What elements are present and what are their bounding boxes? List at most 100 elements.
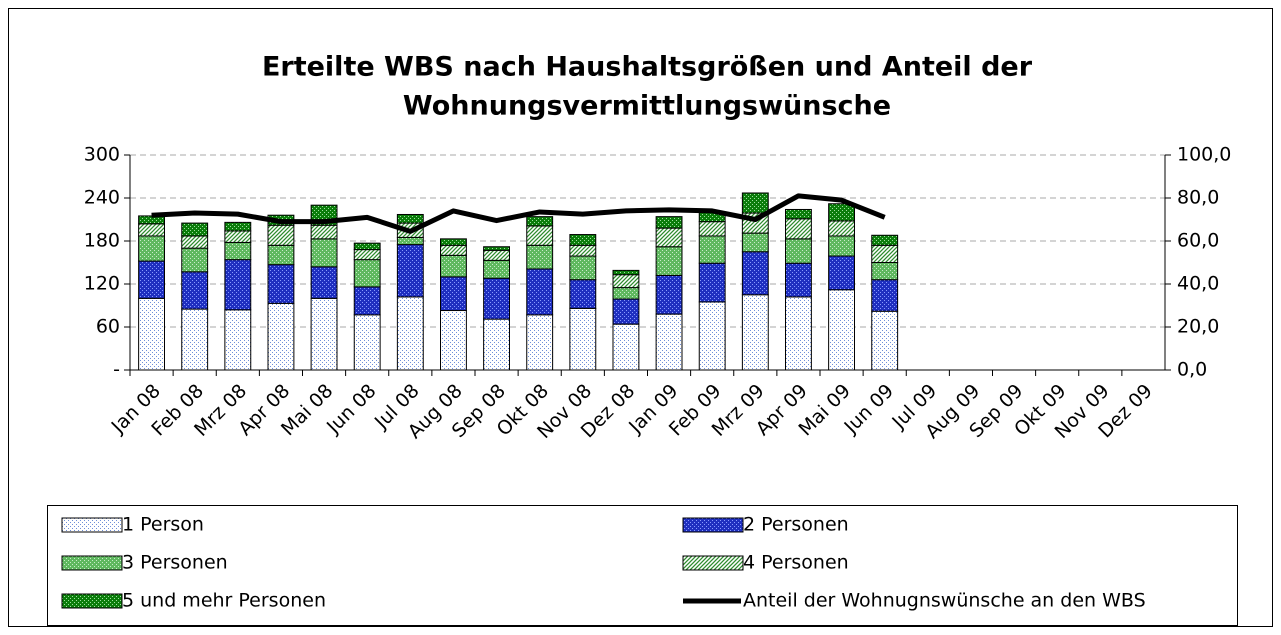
bar-segment (440, 276, 467, 312)
bar-segment (310, 266, 338, 299)
bar-segment (181, 222, 209, 237)
bar-segment (267, 244, 295, 266)
line (151, 193, 886, 234)
bar-segment (440, 244, 467, 256)
legend-swatch (61, 517, 123, 533)
bar-segment (655, 246, 683, 276)
bar-segment (138, 297, 165, 371)
bar-segment (655, 216, 683, 229)
bar-segment (612, 287, 640, 300)
bar-segment (526, 244, 554, 270)
legend-swatch (682, 555, 744, 571)
bar-segment (569, 234, 597, 246)
bar-segment (310, 224, 338, 240)
bar-segment (224, 309, 252, 371)
bar-segment (785, 262, 812, 298)
y-tick-label: - (113, 359, 120, 381)
bar-segment (181, 247, 209, 273)
bar-segment (483, 277, 510, 320)
bar-segment (569, 244, 597, 257)
bar-segment (224, 230, 252, 243)
bar-segment (569, 255, 597, 281)
chart-title: Erteilte WBS nach Haushaltsgrößen und An… (262, 52, 1033, 83)
bar-segment (871, 234, 899, 246)
bar-segment (828, 255, 855, 291)
bar-segment (224, 241, 252, 261)
bar-segment (871, 310, 899, 371)
bar-segment (224, 259, 252, 311)
legend-label: 5 und mehr Personen (122, 590, 326, 612)
y2-tick-label: 100,0 (1177, 144, 1231, 166)
bar-segment (181, 235, 209, 249)
bar-segment (569, 307, 597, 371)
bar-segment (181, 308, 209, 371)
legend-label: 4 Personen (743, 552, 849, 574)
bar-segment (871, 244, 899, 264)
bar-segment (828, 235, 855, 257)
bar-segment (526, 216, 554, 227)
bar-segment (741, 251, 769, 296)
bar-segment (138, 260, 165, 299)
y-tick-label: 240 (84, 187, 120, 209)
bar-segment (655, 274, 683, 315)
bar-segment (310, 238, 338, 268)
bar-segment (612, 274, 640, 289)
bar-segment (655, 313, 683, 371)
bar-segment (353, 314, 381, 371)
bar-segment (871, 279, 899, 312)
bar-segment (267, 264, 295, 304)
y2-tick-label: 80,0 (1177, 187, 1219, 209)
bar-segment (698, 301, 726, 371)
legend-label: 1 Person (122, 514, 204, 536)
bar-segment (741, 294, 769, 371)
bar-segment (526, 225, 554, 246)
bar-segment (741, 232, 769, 253)
bar-segment (138, 223, 165, 237)
y2-tick-label: 0,0 (1177, 359, 1207, 381)
bar-segment (483, 318, 510, 371)
bar-segment (828, 289, 855, 371)
bar-segment (785, 218, 812, 240)
bar-segment (440, 310, 467, 371)
legend-swatch (61, 593, 123, 609)
bar-segment (828, 203, 855, 222)
bar-segment (440, 238, 467, 246)
bar-segment (612, 269, 640, 276)
bar-segment (310, 297, 338, 371)
bar-segment (526, 268, 554, 316)
y-tick-label: 60 (96, 316, 120, 338)
y-tick-label: 180 (84, 230, 120, 252)
y2-tick-label: 40,0 (1177, 273, 1219, 295)
bar-segment (612, 298, 640, 325)
bar-segment (785, 296, 812, 371)
bar-segment (396, 296, 424, 371)
bar-segment (483, 246, 510, 251)
bar-segment (483, 259, 510, 279)
bar-segment (871, 262, 899, 281)
bar-segment (655, 227, 683, 248)
legend-label: 3 Personen (122, 552, 228, 574)
bar-segment (483, 249, 510, 261)
bar-segment (267, 224, 295, 246)
bar-segment (353, 259, 381, 288)
y-tick-label: 300 (84, 144, 120, 166)
bar-segment (612, 323, 640, 371)
bar-segment (828, 220, 855, 237)
bar-segment (526, 314, 554, 371)
bar-segment (785, 238, 812, 264)
bar-segment (396, 244, 424, 298)
bar-segment (440, 254, 467, 278)
bar-segment (741, 192, 769, 214)
bar-segment (353, 286, 381, 316)
bar-segment (267, 302, 295, 371)
bar-segment (181, 271, 209, 310)
y2-tick-label: 60,0 (1177, 230, 1219, 252)
chart-title: Wohnungsvermittlungswünsche (403, 91, 891, 122)
bar-segment (353, 249, 381, 261)
bar-segment (569, 279, 597, 309)
legend (47, 505, 1238, 626)
bar-segment (138, 235, 165, 262)
bar-segment (224, 221, 252, 232)
bar-segment (396, 236, 424, 246)
